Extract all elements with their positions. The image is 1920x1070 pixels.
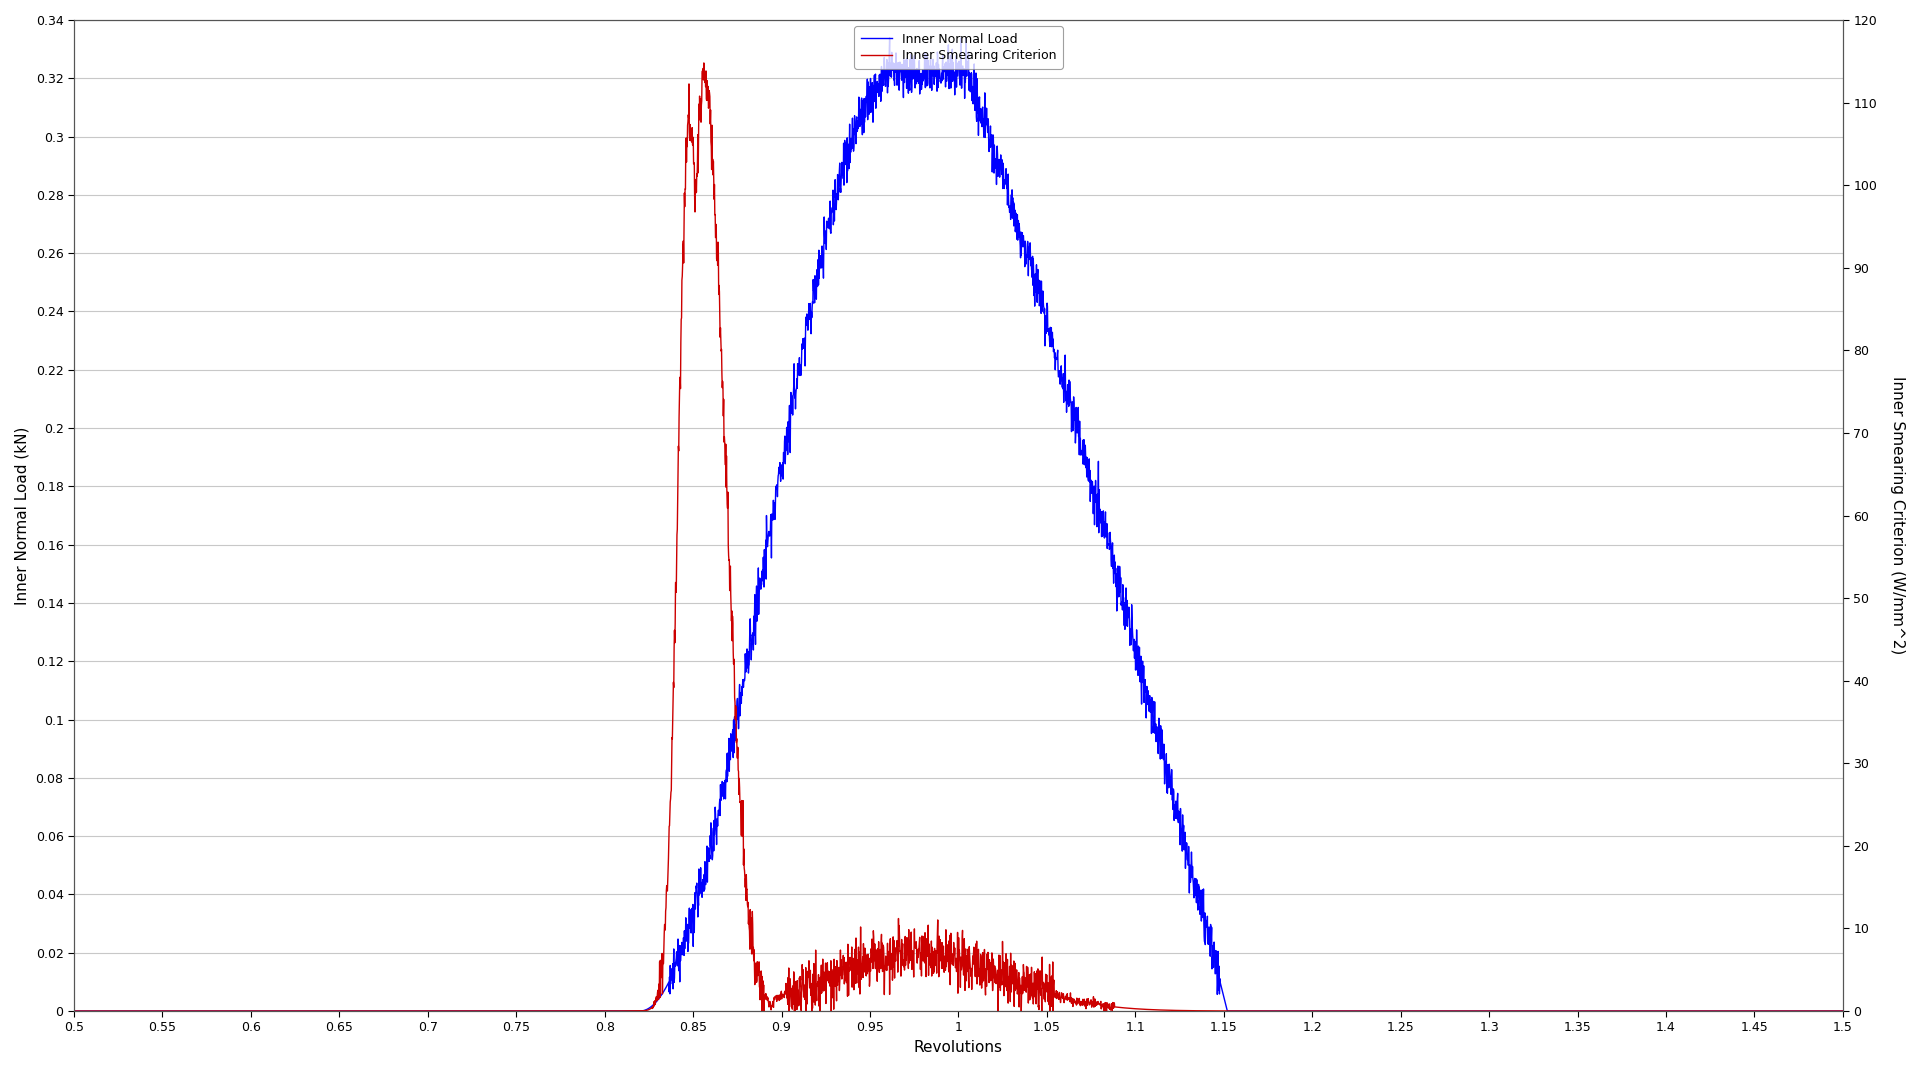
Inner Smearing Criterion — [1123, 1003, 1146, 1015]
Inner Smearing Criterion — [384, 1005, 407, 1018]
Inner Smearing Criterion — [1517, 1005, 1540, 1018]
Inner Smearing Criterion — [1213, 1005, 1236, 1018]
Inner Smearing Criterion — [1832, 1005, 1855, 1018]
X-axis label: Revolutions: Revolutions — [914, 1040, 1002, 1055]
Line: Inner Smearing Criterion: Inner Smearing Criterion — [75, 63, 1843, 1011]
Inner Normal Load — [1382, 1005, 1405, 1018]
Inner Normal Load — [954, 31, 977, 44]
Inner Normal Load — [1832, 1005, 1855, 1018]
Inner Smearing Criterion — [739, 903, 762, 916]
Legend: Inner Normal Load, Inner Smearing Criterion: Inner Normal Load, Inner Smearing Criter… — [854, 27, 1062, 68]
Inner Normal Load — [1123, 642, 1146, 655]
Inner Smearing Criterion — [693, 57, 716, 70]
Y-axis label: Inner Normal Load (kN): Inner Normal Load (kN) — [15, 426, 31, 605]
Inner Smearing Criterion — [63, 1005, 86, 1018]
Y-axis label: Inner Smearing Criterion (W/mm^2): Inner Smearing Criterion (W/mm^2) — [1889, 377, 1905, 655]
Inner Normal Load — [1213, 994, 1236, 1007]
Inner Smearing Criterion — [1382, 1005, 1405, 1018]
Inner Smearing Criterion — [751, 1005, 774, 1018]
Inner Normal Load — [1517, 1005, 1540, 1018]
Line: Inner Normal Load: Inner Normal Load — [75, 37, 1843, 1011]
Inner Normal Load — [63, 1005, 86, 1018]
Inner Normal Load — [384, 1005, 407, 1018]
Inner Normal Load — [739, 621, 762, 633]
